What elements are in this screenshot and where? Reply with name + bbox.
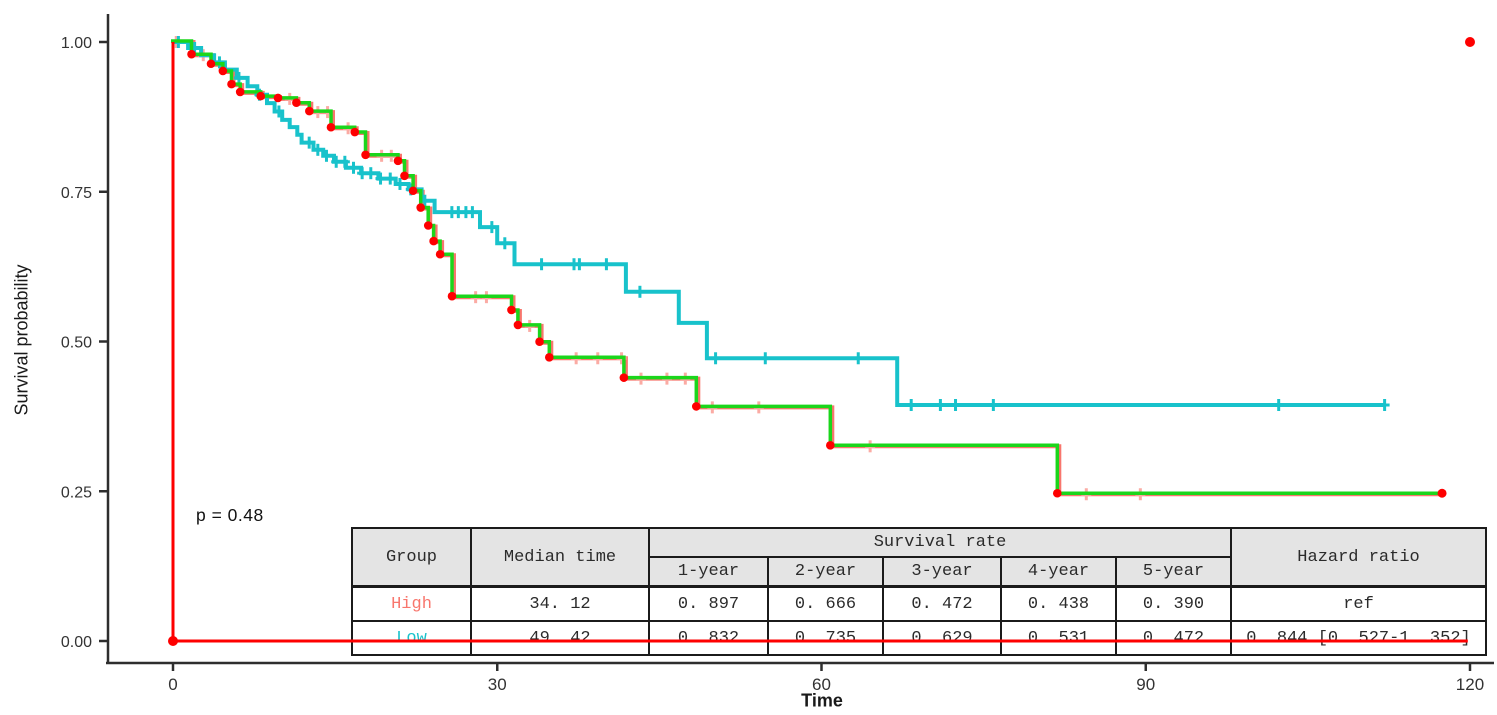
survival-summary-table: Group Median time Survival rate Hazard r… (351, 527, 1488, 656)
y-tick-label: 1.00 (61, 35, 92, 52)
km-curve-high-events (171, 39, 1443, 495)
event-dot (256, 91, 266, 101)
event-dot (273, 93, 283, 103)
table-header-row-1: Group Median time Survival rate Hazard r… (351, 527, 1488, 588)
table-cell-low-median: 49. 42 (470, 620, 650, 656)
table-cell-high-hazard: ref (1230, 585, 1488, 622)
event-dot (619, 373, 629, 382)
x-tick-label: 60 (812, 675, 831, 694)
table-cell-high-1yr: 0. 897 (648, 585, 769, 622)
event-dot (235, 87, 245, 97)
event-dot (507, 305, 516, 315)
y-tick-label: 0.75 (61, 185, 92, 202)
event-dot (218, 66, 228, 76)
table-cell-high-2yr: 0. 666 (767, 585, 884, 622)
event-dot (408, 186, 418, 196)
x-tick-label: 90 (1136, 675, 1155, 694)
table-cell-high-3yr: 0. 472 (882, 585, 1002, 622)
event-dot (393, 156, 403, 166)
km-curve-high (173, 40, 1445, 497)
event-dot (206, 59, 216, 69)
x-tick-label: 0 (168, 675, 177, 694)
table-header-1-year: 1-year (648, 556, 769, 588)
x-tick-label: 30 (488, 675, 507, 694)
event-dot (447, 291, 457, 301)
table-cell-low-group: Low (351, 620, 472, 656)
table-cell-low-1yr: 0. 832 (648, 620, 769, 656)
x-axis-title: Time (801, 690, 843, 711)
table-row-high: High 34. 12 0. 897 0. 666 0. 472 0. 438 … (351, 585, 1488, 622)
series-low (173, 36, 1390, 411)
table-cell-high-median: 34. 12 (470, 585, 650, 622)
event-dot (400, 171, 409, 181)
y-tick-label: 0.25 (61, 484, 92, 501)
table-cell-low-4yr: 0. 531 (1000, 620, 1117, 656)
event-dot (429, 236, 438, 246)
table-header-group: Group (351, 527, 472, 588)
event-dot (435, 249, 445, 259)
y-tick-label: 0.00 (61, 634, 92, 651)
table-cell-low-hazard: 0. 844 [0. 527-1. 352] (1230, 620, 1488, 656)
series-high (171, 36, 1445, 501)
x-tick-label: 120 (1456, 675, 1484, 694)
table-cell-low-2yr: 0. 735 (767, 620, 884, 656)
table-cell-low-5yr: 0. 472 (1114, 620, 1233, 656)
table-header-median: Median time (470, 527, 650, 588)
event-dot (326, 122, 336, 132)
event-dot (826, 441, 835, 450)
event-dot-end (1437, 488, 1447, 498)
table-header-survival: Survival rate (647, 527, 1233, 558)
event-dot (361, 150, 370, 160)
event-dot (513, 320, 523, 330)
y-tick-label: 0.50 (61, 335, 92, 352)
event-dot (292, 98, 301, 107)
table-header-4-year: 4-year (1000, 556, 1117, 588)
event-dot (350, 127, 360, 137)
table-cell-high-5yr: 0. 390 (1114, 585, 1233, 622)
event-dot (423, 221, 433, 230)
table-header-5-year: 5-year (1114, 556, 1233, 588)
event-dot (535, 337, 544, 346)
event-dot (1052, 488, 1062, 498)
y-axis-title: Survival probability (11, 264, 32, 416)
event-dot (691, 402, 701, 411)
event-dot (305, 106, 314, 116)
event-dot (187, 49, 196, 59)
event-dot (544, 352, 554, 362)
event-dot (227, 79, 236, 89)
table-header-3-year: 3-year (882, 556, 1002, 588)
km-curve-low (173, 40, 1385, 407)
table-row-low: Low 49. 42 0. 832 0. 735 0. 629 0. 531 0… (351, 620, 1488, 656)
table-cell-high-4yr: 0. 438 (1000, 585, 1117, 622)
event-dot (416, 203, 425, 212)
series-high-events (171, 39, 1447, 498)
table-header-2-year: 2-year (767, 556, 884, 588)
table-header-hazard: Hazard ratio (1230, 527, 1488, 588)
pvalue-annotation: p = 0.48 (196, 505, 264, 525)
table-cell-high-group: High (351, 585, 472, 622)
table-cell-low-3yr: 0. 629 (882, 620, 1002, 656)
